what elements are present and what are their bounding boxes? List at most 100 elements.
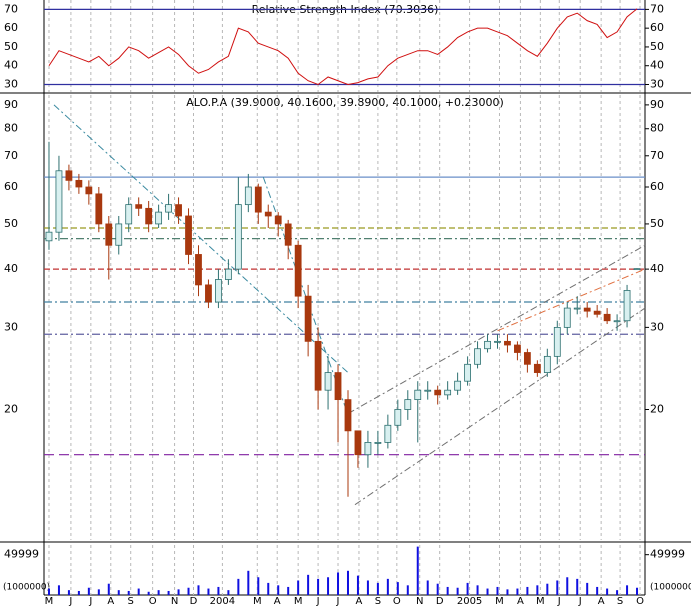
candle-body — [573, 307, 581, 310]
x-tick-label: M — [294, 596, 303, 607]
volume-unit: (1000000) — [650, 583, 691, 593]
volume-bar — [526, 586, 529, 595]
candle-body — [294, 244, 302, 297]
candle-body — [354, 430, 362, 456]
candle-body — [394, 409, 402, 426]
candle-body — [324, 372, 332, 391]
volume-bar — [97, 589, 100, 595]
volume-bar — [566, 577, 569, 595]
volume-bar — [426, 580, 429, 595]
volume-bar — [47, 588, 50, 595]
trendline — [354, 307, 646, 506]
volume-bar — [307, 574, 310, 595]
volume-bar — [626, 585, 629, 595]
candle-body — [474, 348, 481, 365]
y-tick-label: 90 — [4, 98, 18, 111]
x-tick-label: A — [274, 596, 281, 607]
trendline — [53, 104, 349, 373]
volume-bar — [127, 590, 130, 595]
volume-bar — [406, 585, 409, 595]
volume-bar — [536, 585, 539, 595]
volume-bar — [147, 591, 150, 595]
candle-body — [514, 344, 521, 353]
volume-bar — [616, 590, 619, 595]
volume-bar — [197, 585, 200, 595]
candle-body — [334, 372, 342, 401]
volume-bar — [107, 583, 110, 595]
candle-body — [344, 399, 352, 432]
candle-body — [543, 355, 551, 373]
rsi-line — [48, 8, 638, 86]
candle-body — [364, 442, 372, 456]
price-title: ALO.P.A (39.9000, 40.1600, 39.8900, 40.1… — [186, 96, 504, 109]
y-tick-label: 50 — [4, 40, 18, 53]
volume-bar — [586, 582, 589, 595]
volume-bar — [606, 588, 609, 595]
x-tick-label: J — [88, 596, 92, 607]
candle-body — [115, 223, 123, 246]
candle-body — [563, 307, 571, 328]
candle-body — [284, 223, 292, 246]
volume-bar — [237, 578, 240, 595]
y-tick-label: 40 — [650, 262, 664, 275]
y-tick-label: 60 — [650, 180, 664, 193]
candle-body — [593, 310, 601, 315]
candle-body — [85, 186, 93, 195]
candle-body — [45, 231, 53, 242]
x-tick-label: M — [495, 596, 504, 607]
x-tick-label: O — [393, 596, 401, 607]
y-tick-label: 70 — [650, 2, 664, 15]
candle-body — [304, 295, 312, 342]
candle-body — [484, 340, 491, 350]
volume-bar — [167, 590, 170, 595]
candle-body — [494, 340, 501, 343]
volume-bar — [257, 577, 260, 595]
volume-bar — [506, 589, 509, 595]
y-tick-label: 20 — [650, 402, 664, 415]
volume-bar — [346, 570, 349, 595]
y-tick-label: 70 — [4, 2, 18, 15]
volume-bar — [486, 588, 489, 595]
volume-bar — [57, 585, 60, 595]
trendline — [347, 244, 646, 415]
candle-body — [65, 170, 73, 181]
y-tick-label: 49999 — [650, 548, 685, 561]
y-tick-label: 60 — [4, 180, 18, 193]
volume-bar — [456, 587, 459, 595]
candle-body — [125, 204, 133, 225]
y-tick-label: 50 — [650, 40, 664, 53]
candle-body — [264, 211, 272, 217]
candle-body — [195, 254, 202, 286]
volume-bar — [556, 580, 559, 595]
candle-body — [374, 442, 382, 444]
candle-body — [55, 170, 63, 233]
candle-body — [633, 268, 641, 271]
trendline — [497, 268, 646, 332]
volume-bar — [267, 582, 270, 595]
volume-bar — [137, 588, 140, 595]
x-tick-label: A — [517, 596, 524, 607]
x-tick-label: J — [316, 596, 320, 607]
y-tick-label: 30 — [4, 77, 18, 90]
volume-bar — [546, 583, 549, 595]
candle-body — [404, 399, 412, 410]
x-tick-label: 2005 — [457, 596, 482, 607]
x-tick-label: S — [617, 596, 623, 607]
candle-body — [155, 211, 163, 225]
volume-bar — [337, 572, 340, 595]
y-tick-label: 60 — [650, 21, 664, 34]
volume-bar — [317, 578, 320, 595]
y-tick-label: 49999 — [4, 548, 39, 561]
x-tick-label: A — [598, 596, 605, 607]
candle-body — [75, 179, 83, 188]
volume-bar — [446, 586, 449, 595]
volume-bar — [396, 582, 399, 595]
x-tick-label: S — [128, 596, 134, 607]
candle-body — [454, 380, 462, 391]
volume-bar — [327, 577, 330, 595]
candle-body — [603, 313, 611, 322]
volume-bar — [67, 590, 70, 595]
y-tick-label: 30 — [4, 320, 18, 333]
x-tick-label: J — [557, 596, 561, 607]
x-tick-label: A — [107, 596, 114, 607]
